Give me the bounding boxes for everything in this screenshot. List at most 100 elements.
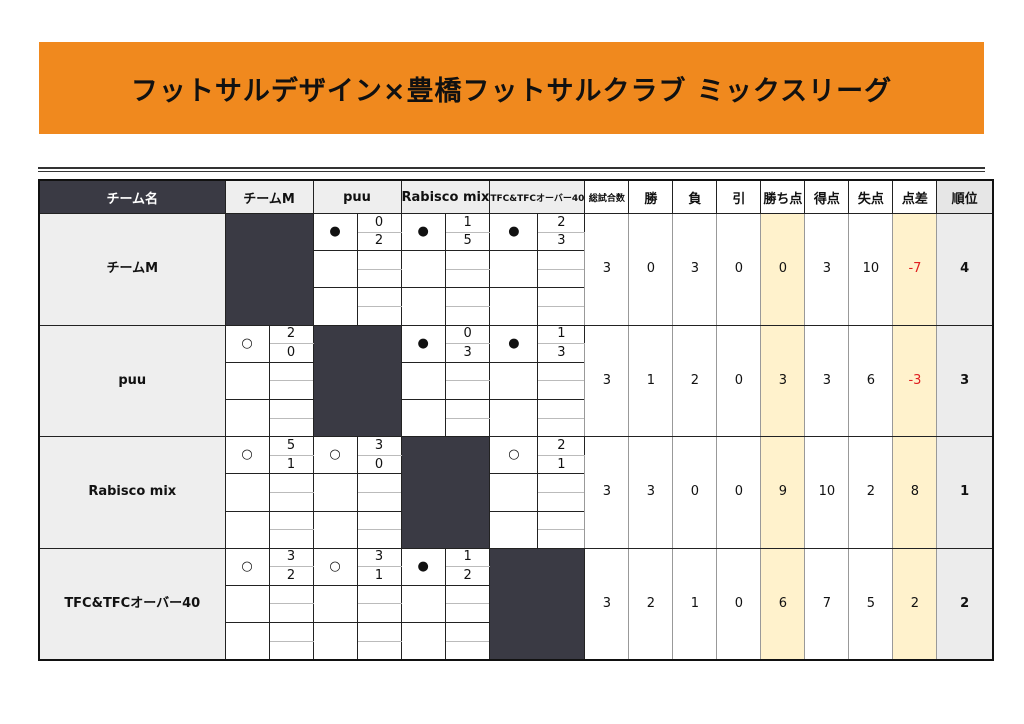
team-row [39, 250, 993, 289]
score-against [356, 603, 402, 624]
result-mark: ○ [224, 324, 270, 363]
result-mark [224, 622, 270, 661]
header-stat: 勝ち点 [760, 179, 806, 214]
header-row: チーム名 チームM puu Rabisco mix TFC&TFCオーバー40 総試合数勝… [38, 179, 994, 214]
team-row [39, 622, 993, 661]
score-for: 2 [268, 324, 314, 345]
team-name: チームM [38, 213, 226, 326]
score-for: 0 [444, 324, 491, 345]
team-name: Rabisco mix [38, 436, 226, 549]
team-row: チームM ● 0 ● 1 ● 2 3 0 3 0 0 3 10 -7 4 [38, 212, 994, 326]
score-against: 2 [356, 231, 402, 252]
score-against [356, 491, 402, 512]
stat-4: 6 [760, 547, 806, 661]
result-mark [224, 473, 270, 512]
result-mark [224, 361, 270, 400]
team-row: 0 3 3 [39, 343, 993, 363]
self-match-cell [224, 213, 314, 326]
score-against [537, 529, 586, 549]
result-mark: ○ [224, 547, 270, 586]
team-row [39, 640, 993, 661]
score-for: 2 [537, 436, 586, 456]
score-against: 3 [537, 231, 586, 252]
self-match-cell [489, 547, 586, 661]
result-mark: ○ [312, 436, 358, 475]
result-mark [312, 473, 358, 512]
score-for: 2 [537, 213, 586, 233]
header-stat: 負 [672, 179, 718, 214]
score-for [444, 622, 491, 642]
title-banner: フットサルデザイン×豊橋フットサルクラブ ミックスリーグ [39, 42, 984, 134]
score-for [268, 361, 314, 382]
stat-3: 0 [716, 547, 762, 661]
team-row [39, 603, 993, 624]
team-row: 2 5 3 [39, 231, 993, 252]
stat-1: 1 [628, 324, 674, 438]
score-against [268, 380, 314, 400]
stat-2: 2 [672, 324, 718, 438]
score-for: 1 [444, 213, 491, 233]
stat-6: 5 [848, 547, 894, 661]
score-against: 1 [537, 454, 586, 475]
score-for [268, 510, 314, 531]
score-against [537, 380, 586, 400]
result-mark: ○ [489, 436, 539, 475]
score-against [537, 305, 586, 326]
score-against [268, 603, 314, 624]
header-stat: 得点 [804, 179, 850, 214]
score-for: 3 [356, 547, 402, 568]
stat-0: 3 [584, 436, 630, 549]
score-against [537, 417, 586, 438]
stat-8: 3 [936, 324, 994, 438]
score-for [356, 287, 402, 307]
result-mark: ● [489, 324, 539, 363]
result-mark [489, 250, 539, 289]
team-row [39, 380, 993, 400]
team-row [39, 417, 993, 438]
score-against [356, 268, 402, 289]
score-against [268, 491, 314, 512]
score-for [444, 361, 491, 382]
result-mark: ● [400, 324, 446, 363]
score-for [537, 361, 586, 382]
stat-6: 6 [848, 324, 894, 438]
stat-5: 7 [804, 547, 850, 661]
score-against: 5 [444, 231, 491, 252]
score-against: 2 [268, 566, 314, 586]
score-against [356, 529, 402, 549]
score-against: 0 [268, 343, 314, 363]
stat-0: 3 [584, 547, 630, 661]
score-for [537, 510, 586, 531]
score-against: 3 [444, 343, 491, 363]
result-mark: ● [400, 547, 446, 586]
result-mark: ● [400, 212, 446, 252]
score-for [537, 473, 586, 493]
score-against [268, 640, 314, 661]
result-mark [489, 287, 539, 326]
result-mark [489, 510, 539, 549]
team-row [39, 361, 993, 400]
league-table: チーム名 チームM puu Rabisco mix TFC&TFCオーバー40 総試合数勝… [38, 179, 994, 662]
team-row [39, 268, 993, 289]
score-for [444, 398, 491, 419]
team-row [39, 305, 993, 326]
score-for: 1 [444, 547, 491, 568]
stat-8: 4 [936, 213, 994, 326]
header-stat: 勝 [628, 179, 674, 214]
stat-1: 2 [628, 547, 674, 661]
score-for: 0 [356, 213, 402, 233]
header-opponent: チームM [224, 179, 314, 214]
stat-4: 3 [760, 324, 806, 438]
score-against [444, 603, 491, 624]
score-against: 1 [268, 454, 314, 475]
stat-6: 2 [848, 436, 894, 549]
stat-1: 0 [628, 213, 674, 326]
score-for [537, 250, 586, 270]
header-stat: 失点 [848, 179, 894, 214]
result-mark: ● [312, 212, 358, 252]
result-mark [489, 361, 539, 400]
score-against [268, 417, 314, 438]
result-mark [312, 622, 358, 661]
stat-0: 3 [584, 213, 630, 326]
score-for [268, 473, 314, 493]
